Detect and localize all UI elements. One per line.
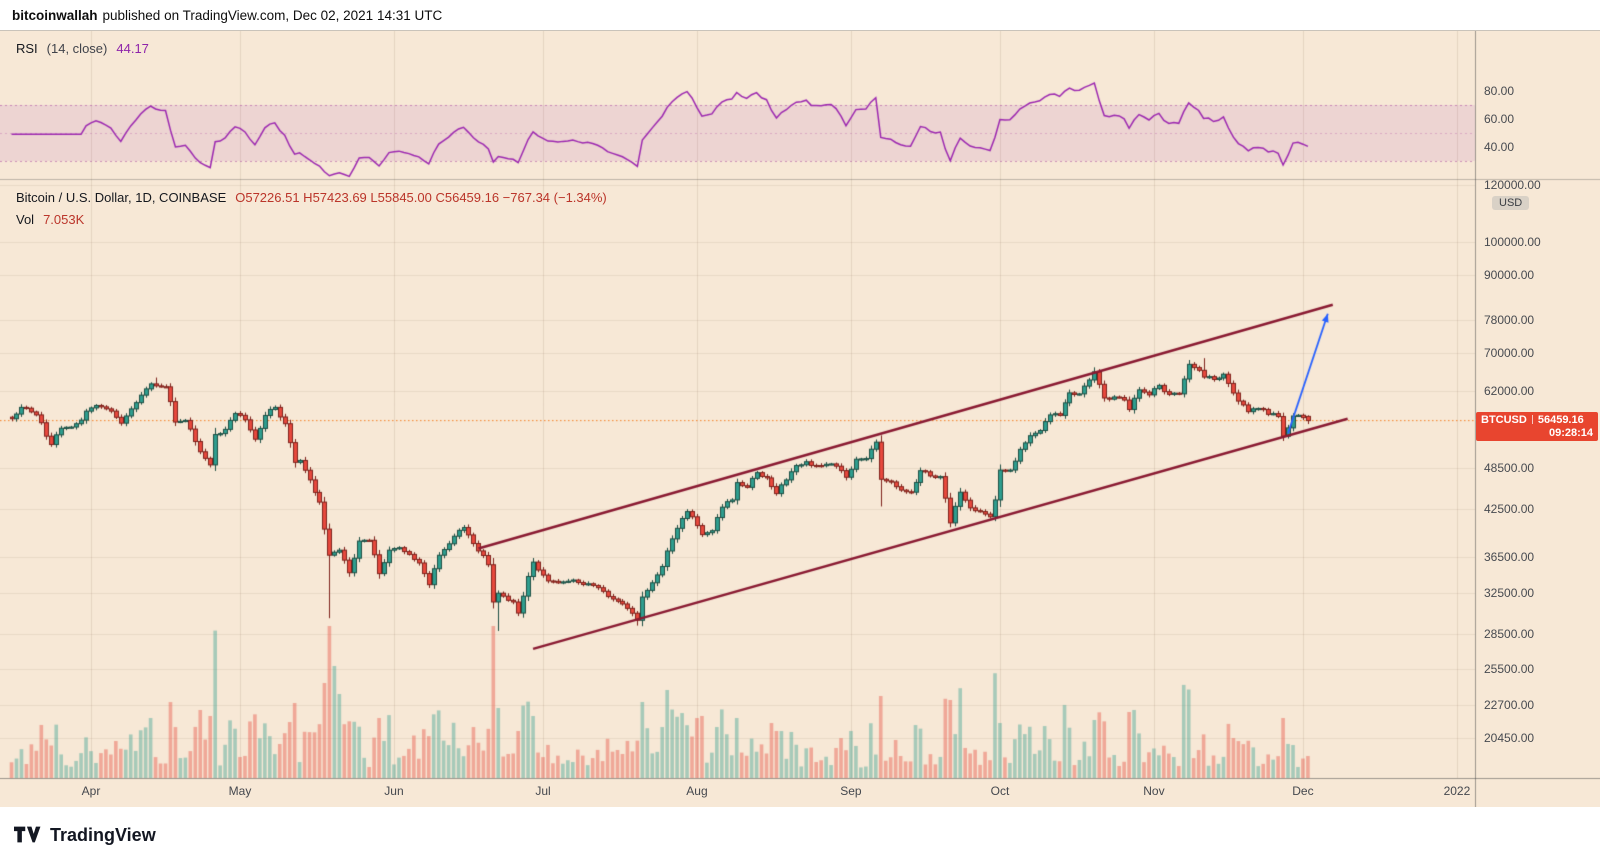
- badge-symbol: BTCUSD: [1481, 413, 1527, 426]
- volume-legend[interactable]: Vol 7.053K: [16, 212, 84, 227]
- author-name: bitcoinwallah: [12, 7, 98, 23]
- time-tick-label: Dec: [1292, 784, 1314, 798]
- badge-countdown: 09:28:14: [1548, 426, 1593, 439]
- price-tick-label: 32500.00: [1484, 586, 1535, 601]
- currency-badge: USD: [1492, 196, 1530, 210]
- price-tick-label: 28500.00: [1484, 627, 1535, 642]
- price-tick-label: 36500.00: [1484, 549, 1535, 564]
- chart-area: RSI (14, close) 44.17 Bitcoin / U.S. Dol…: [0, 30, 1600, 808]
- price-tick-label: 62000.00: [1484, 384, 1535, 399]
- price-tick-label: 70000.00: [1484, 346, 1535, 361]
- symbol-title: Bitcoin / U.S. Dollar, 1D, COINBASE: [16, 190, 227, 205]
- price-tick-label: 120000.00: [1484, 178, 1541, 192]
- time-tick-label: Sep: [840, 784, 862, 798]
- rsi-tick-label: 80.00: [1484, 84, 1515, 98]
- badge-divider: [1531, 415, 1533, 425]
- price-tick-label: 90000.00: [1484, 267, 1535, 282]
- time-tick-label: Aug: [686, 784, 708, 798]
- time-tick-label: 2022: [1443, 784, 1471, 798]
- rsi-title: RSI: [16, 41, 38, 56]
- price-tick-label: 100000.00: [1484, 234, 1541, 249]
- tradingview-logo-icon[interactable]: [14, 826, 41, 844]
- time-tick-label: Oct: [990, 784, 1010, 798]
- volume-label: Vol: [16, 212, 35, 227]
- volume-value: 7.053K: [43, 212, 85, 227]
- rsi-legend[interactable]: RSI (14, close) 44.17: [16, 41, 149, 56]
- symbol-legend[interactable]: Bitcoin / U.S. Dollar, 1D, COINBASE O572…: [16, 190, 607, 205]
- time-tick-label: Jul: [535, 784, 551, 798]
- chart-canvas[interactable]: [0, 31, 1600, 808]
- price-tick-label: 25500.00: [1484, 662, 1535, 676]
- price-tick-label: 42500.00: [1484, 502, 1535, 517]
- rsi-params: (14, close): [46, 41, 108, 56]
- time-tick-label: Nov: [1143, 784, 1165, 798]
- badge-price: 56459.16: [1537, 413, 1584, 426]
- time-tick-label: Jun: [384, 784, 404, 798]
- price-tick-label: 20450.00: [1484, 730, 1535, 745]
- time-tick-label: May: [228, 784, 252, 798]
- price-tick-label: 22700.00: [1484, 698, 1535, 713]
- last-price-badge: BTCUSD 56459.16 09:28:14: [1476, 411, 1598, 441]
- rsi-tick-label: 40.00: [1484, 140, 1515, 154]
- price-tick-label: 48500.00: [1484, 461, 1535, 476]
- rsi-tick-label: 60.00: [1484, 112, 1515, 126]
- publish-bar: bitcoinwallah published on TradingView.c…: [0, 0, 1600, 30]
- publish-info: published on TradingView.com, Dec 02, 20…: [102, 7, 443, 23]
- brand-name[interactable]: TradingView: [50, 824, 156, 845]
- price-tick-label: 78000.00: [1484, 312, 1535, 327]
- time-tick-label: Apr: [81, 784, 101, 798]
- tradingview-footer: TradingView: [0, 807, 1600, 863]
- rsi-value: 44.17: [116, 41, 149, 56]
- ohlc-values: O57226.51 H57423.69 L55845.00 C56459.16 …: [235, 190, 607, 205]
